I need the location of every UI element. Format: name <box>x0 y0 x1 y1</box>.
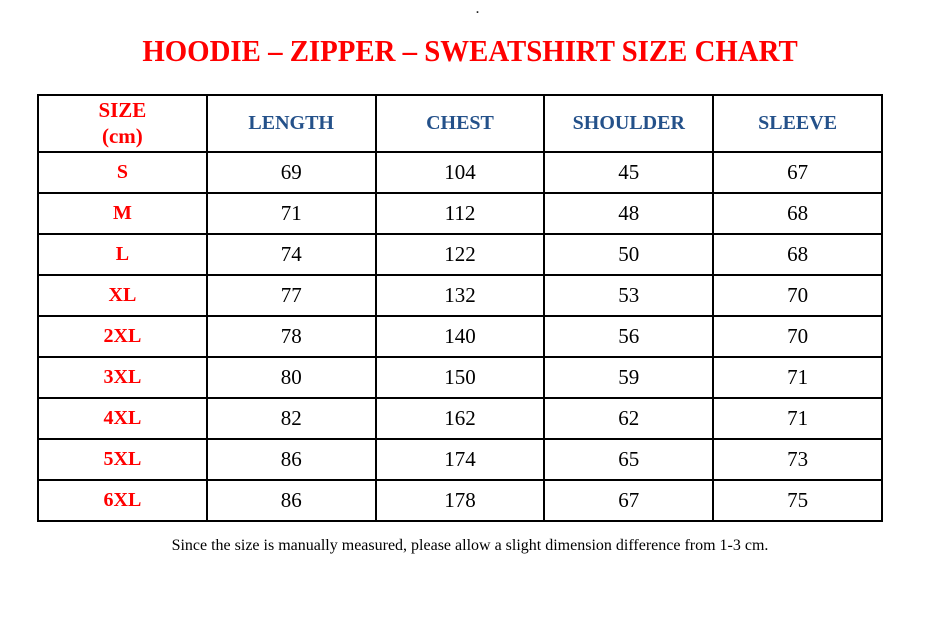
chest-cell: 162 <box>374 397 546 440</box>
sleeve-cell: 67 <box>712 151 883 194</box>
shoulder-cell: 62 <box>543 397 715 440</box>
length-cell: 80 <box>205 356 377 399</box>
size-cell: M <box>37 192 208 235</box>
sleeve-cell: 70 <box>712 315 883 358</box>
footnote: Since the size is manually measured, ple… <box>171 537 769 554</box>
table-row: M 71 112 48 68 <box>37 192 883 235</box>
shoulder-cell: 67 <box>543 479 715 522</box>
stray-dot: . <box>476 2 479 16</box>
length-cell: 77 <box>205 274 377 317</box>
chest-cell: 140 <box>374 315 546 358</box>
page-title: HOODIE – ZIPPER – SWEATSHIRT SIZE CHART <box>142 33 798 68</box>
table-row: S 69 104 45 67 <box>37 151 883 194</box>
size-cell: S <box>37 151 208 194</box>
sleeve-cell: 71 <box>712 356 883 399</box>
shoulder-cell: 48 <box>543 192 715 235</box>
length-cell: 86 <box>205 479 377 522</box>
column-header-chest: CHEST <box>374 94 546 153</box>
chest-cell: 132 <box>374 274 546 317</box>
size-cell: 2XL <box>37 315 208 358</box>
table-row: XL 77 132 53 70 <box>37 274 883 317</box>
chest-cell: 122 <box>374 233 546 276</box>
length-cell: 69 <box>205 151 377 194</box>
size-cell: L <box>37 233 208 276</box>
size-cell: 4XL <box>37 397 208 440</box>
sleeve-cell: 73 <box>712 438 883 481</box>
shoulder-cell: 45 <box>543 151 715 194</box>
table-row: 6XL 86 178 67 75 <box>37 479 883 522</box>
shoulder-cell: 59 <box>543 356 715 399</box>
shoulder-cell: 50 <box>543 233 715 276</box>
size-cell: 5XL <box>37 438 208 481</box>
size-cell: 3XL <box>37 356 208 399</box>
column-header-length: LENGTH <box>205 94 377 153</box>
length-cell: 82 <box>205 397 377 440</box>
chest-cell: 104 <box>374 151 546 194</box>
length-cell: 78 <box>205 315 377 358</box>
chest-cell: 178 <box>374 479 546 522</box>
length-cell: 71 <box>205 192 377 235</box>
sleeve-cell: 68 <box>712 233 883 276</box>
sleeve-cell: 75 <box>712 479 883 522</box>
length-cell: 74 <box>205 233 377 276</box>
column-header-sleeve: SLEEVE <box>712 94 883 153</box>
table-row: 2XL 78 140 56 70 <box>37 315 883 358</box>
chest-cell: 150 <box>374 356 546 399</box>
column-header-size: SIZE (cm) <box>37 94 208 153</box>
chest-cell: 112 <box>374 192 546 235</box>
shoulder-cell: 53 <box>543 274 715 317</box>
header-row: SIZE (cm) LENGTH CHEST SHOULDER SLEEVE <box>37 94 883 153</box>
length-cell: 86 <box>205 438 377 481</box>
table-row: L 74 122 50 68 <box>37 233 883 276</box>
table-row: 5XL 86 174 65 73 <box>37 438 883 481</box>
table-row: 3XL 80 150 59 71 <box>37 356 883 399</box>
size-cell: XL <box>37 274 208 317</box>
sleeve-cell: 70 <box>712 274 883 317</box>
column-header-shoulder: SHOULDER <box>543 94 715 153</box>
size-chart-table: SIZE (cm) LENGTH CHEST SHOULDER SLEEVE S… <box>37 94 883 522</box>
sleeve-cell: 68 <box>712 192 883 235</box>
table-row: 4XL 82 162 62 71 <box>37 397 883 440</box>
chest-cell: 174 <box>374 438 546 481</box>
sleeve-cell: 71 <box>712 397 883 440</box>
shoulder-cell: 65 <box>543 438 715 481</box>
size-cell: 6XL <box>37 479 208 522</box>
shoulder-cell: 56 <box>543 315 715 358</box>
